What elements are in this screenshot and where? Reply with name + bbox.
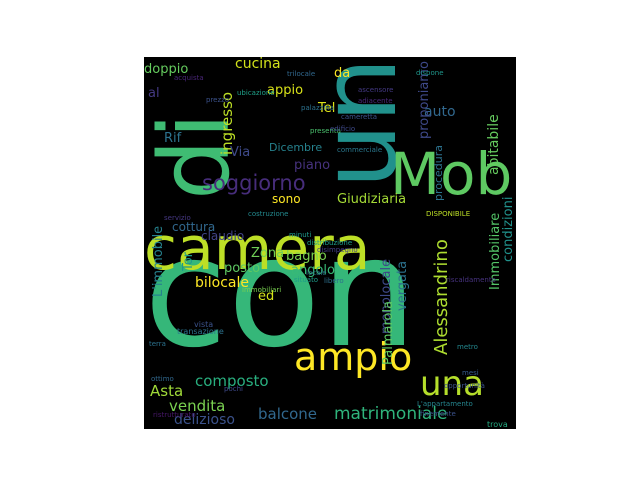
word-cloud-word: adiacente (358, 97, 393, 105)
word-cloud-word: composto (195, 372, 269, 390)
word-cloud-word: trilocale (287, 70, 316, 78)
word-cloud-word: dispone (416, 69, 444, 77)
word-cloud-word: ascensore (358, 86, 394, 94)
word-cloud-word: Alessandrino (431, 239, 452, 355)
word-cloud-word: ampio (294, 335, 413, 379)
word-cloud-word: terra (149, 340, 166, 348)
word-cloud-word: trova (487, 420, 508, 429)
word-cloud-word: soggiorno (202, 171, 306, 195)
word-cloud-word: balcone (258, 405, 318, 423)
word-cloud-word: vendita (169, 397, 226, 415)
word-cloud: con un camera di Mob ampio una soggiorno Alessan… (144, 57, 516, 429)
word-cloud-word: opportunità (444, 382, 485, 390)
word-cloud-word: distribuzione (307, 239, 353, 247)
word-cloud-word: posto (224, 261, 261, 276)
word-cloud-word: camera (144, 214, 371, 284)
word-cloud-word: ottimo (151, 375, 174, 383)
word-cloud-word: ed (258, 289, 275, 304)
word-cloud-word: commerciale (337, 146, 383, 154)
word-cloud-word: abitabile (486, 114, 502, 175)
word-cloud-word: cottura (172, 220, 216, 234)
word-cloud-word: angolo (291, 263, 335, 278)
word-cloud-word: delizioso (174, 412, 235, 428)
word-cloud-word: immobiliari (242, 286, 282, 294)
word-cloud-word: metro (457, 343, 478, 351)
word-cloud-word: al (148, 86, 160, 101)
word-cloud-word: vista (194, 320, 214, 329)
word-cloud-word: condizioni (501, 196, 516, 262)
word-cloud-word: con (144, 204, 417, 381)
word-cloud-word: piano (294, 158, 331, 173)
word-cloud-word: una (420, 364, 484, 404)
word-cloud-word: da (334, 66, 351, 81)
word-cloud-word: Palmarola (381, 300, 396, 365)
word-cloud-word: acquista (174, 74, 204, 82)
word-cloud-word: Tor (181, 251, 196, 271)
word-cloud-word: libero (324, 277, 344, 285)
word-cloud-word: Dicembre (269, 141, 323, 154)
word-cloud-word: procedura (432, 144, 445, 201)
word-cloud-word: sono (272, 192, 301, 206)
word-cloud-word: vergata (395, 260, 410, 311)
word-cloud-word: prezzo (206, 96, 230, 104)
word-cloud-word: Mob (390, 140, 513, 208)
word-cloud-word: matrimoniale (334, 404, 448, 424)
word-cloud-word: ristrutturato (153, 411, 196, 419)
word-cloud-word: Tel (318, 101, 336, 116)
word-cloud-word: edificio (330, 125, 356, 133)
word-cloud-word: pochi (224, 385, 243, 393)
word-cloud-word: Rif (164, 131, 182, 146)
word-cloud-word: appio (267, 83, 304, 98)
word-cloud-word: mesi (462, 369, 479, 377)
word-cloud-word: minuti (289, 231, 312, 239)
word-cloud-word: DISPONIBILE (426, 210, 471, 218)
word-cloud-word: L'immobile (151, 225, 166, 297)
word-cloud-word: Giudiziaria (337, 192, 407, 207)
word-cloud-word: cameretta (341, 113, 378, 121)
word-cloud-word: transazione (177, 327, 224, 336)
word-cloud-word: auto (424, 104, 456, 120)
word-cloud-word: bagno (286, 249, 327, 264)
word-cloud-word: bilocale (195, 275, 250, 291)
word-cloud-word: costruzione (248, 210, 289, 218)
word-cloud-word: situato (294, 276, 319, 284)
word-cloud-word: palazzina (301, 104, 334, 112)
word-cloud-word: disimpegno (317, 246, 358, 254)
word-cloud-word: Asta (150, 382, 184, 400)
word-cloud-word: servizio (164, 214, 191, 222)
word-cloud-word: presenta (310, 127, 341, 135)
word-cloud-word: doppio (144, 62, 189, 77)
word-cloud-word: Zona (251, 246, 285, 261)
word-cloud-word: finemente (420, 410, 456, 418)
word-cloud-word: claudio (201, 229, 245, 243)
word-cloud-word: L'appartamento (417, 400, 473, 408)
word-cloud-word: locale (306, 269, 327, 277)
word-cloud-word: cucina (235, 57, 281, 72)
word-cloud-word: ubicazione (237, 89, 275, 97)
word-cloud-word: Via (230, 145, 251, 160)
word-cloud-word: riscaldamento (446, 276, 496, 284)
